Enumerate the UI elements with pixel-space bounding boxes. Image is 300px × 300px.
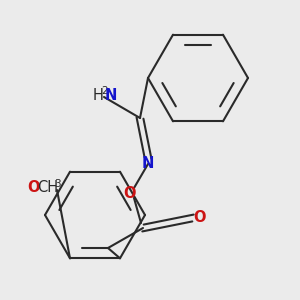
Text: O: O — [124, 185, 136, 200]
Text: CH: CH — [38, 181, 58, 196]
Text: N: N — [142, 157, 154, 172]
Text: 3: 3 — [54, 179, 60, 189]
Text: O: O — [194, 211, 206, 226]
Text: H: H — [93, 88, 104, 103]
Text: N: N — [105, 88, 117, 103]
Text: 2: 2 — [102, 86, 108, 96]
Text: O: O — [28, 181, 40, 196]
